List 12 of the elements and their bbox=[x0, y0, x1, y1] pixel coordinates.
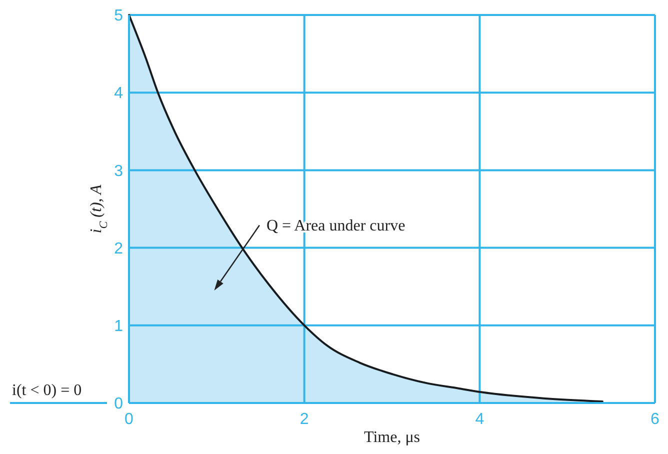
y-tick-label: 1 bbox=[114, 318, 124, 335]
y-tick-label: 4 bbox=[114, 85, 124, 102]
x-axis-title: Time, μs bbox=[364, 429, 420, 446]
x-tick-label: 2 bbox=[300, 411, 309, 428]
x-tick-label: 6 bbox=[650, 411, 660, 428]
y-tick-label: 0 bbox=[114, 396, 124, 413]
text: i(t < 0) = 0 bbox=[12, 382, 82, 399]
y-tick-label: 2 bbox=[114, 240, 124, 258]
x-tick-label: 0 bbox=[124, 411, 134, 428]
y-tick-label: 3 bbox=[114, 162, 124, 180]
y-tick-label: 5 bbox=[114, 8, 124, 25]
x-tick-label: 4 bbox=[475, 411, 484, 428]
